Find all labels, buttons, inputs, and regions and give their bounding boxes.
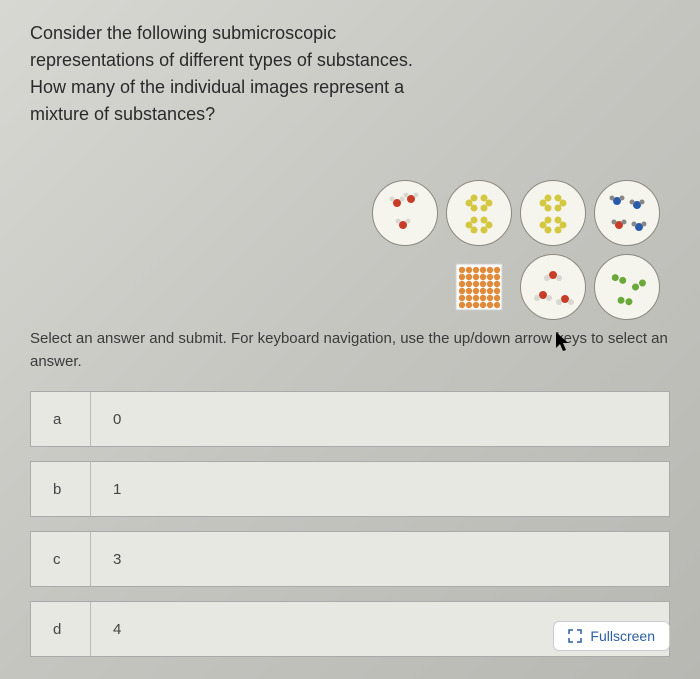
diagram-triatomic	[520, 254, 586, 320]
instruction-text: Select an answer and submit. For keyboar…	[30, 328, 670, 373]
answer-option-b[interactable]: b 1	[30, 461, 670, 517]
answer-value: 3	[91, 551, 121, 568]
diagram-sulfur-2	[520, 180, 586, 246]
answer-option-a[interactable]: a 0	[30, 391, 670, 447]
fullscreen-icon	[568, 629, 582, 643]
answer-letter: b	[31, 462, 91, 516]
question-text: Consider the following submicroscopic re…	[30, 20, 450, 128]
diagram-water	[372, 180, 438, 246]
answer-letter: d	[31, 602, 91, 656]
diagram-lattice	[446, 254, 512, 320]
answer-letter: c	[31, 532, 91, 586]
diagram-diatomic-green	[594, 254, 660, 320]
fullscreen-button[interactable]: Fullscreen	[553, 621, 670, 651]
answer-value: 4	[91, 621, 121, 638]
answer-option-c[interactable]: c 3	[30, 531, 670, 587]
cursor-icon	[556, 332, 572, 357]
answer-value: 1	[91, 481, 121, 498]
diagram-mixed	[594, 180, 660, 246]
answer-letter: a	[31, 392, 91, 446]
diagram-grid	[372, 180, 660, 320]
fullscreen-label: Fullscreen	[590, 628, 655, 644]
answer-value: 0	[91, 411, 121, 428]
diagram-sulfur-1	[446, 180, 512, 246]
diagram-spacer	[372, 254, 438, 320]
